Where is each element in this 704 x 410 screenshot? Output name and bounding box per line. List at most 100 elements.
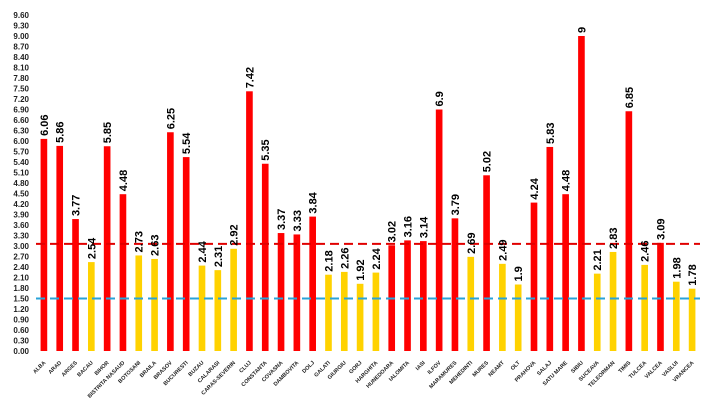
y-tick-label: 6.90 xyxy=(13,106,29,115)
data-label: 6.9 xyxy=(434,91,446,106)
y-tick-label: 2.40 xyxy=(13,263,29,272)
bar-sibiu xyxy=(578,36,585,351)
x-tick-label: IASI xyxy=(415,360,427,372)
y-tick-label: 0.30 xyxy=(13,337,29,346)
bar-salaj xyxy=(546,146,554,351)
data-label: 2.26 xyxy=(339,247,351,268)
x-tick-label: BACAU xyxy=(76,360,94,378)
data-label: 1.98 xyxy=(671,257,683,278)
bar-mehedinti xyxy=(467,256,475,351)
bar-botosani xyxy=(135,255,143,351)
y-tick-label: 6.00 xyxy=(13,137,29,146)
data-label: 3.79 xyxy=(450,194,462,215)
bar-suceava xyxy=(593,273,601,351)
bar-prahova xyxy=(530,202,538,351)
y-tick-label: 1.50 xyxy=(13,295,29,304)
bar-buzau xyxy=(198,265,206,351)
data-label: 2.46 xyxy=(640,240,652,261)
y-tick-label: 8.10 xyxy=(13,64,29,73)
data-label: 2.63 xyxy=(150,235,162,256)
data-label: 4.24 xyxy=(529,177,541,199)
data-label: 3.14 xyxy=(418,216,430,238)
x-tick-label: VALCEA xyxy=(644,360,664,380)
data-label: 2.44 xyxy=(197,240,209,262)
bar-galati xyxy=(325,274,332,351)
bar-bacau xyxy=(88,262,95,351)
data-label: 5.02 xyxy=(482,151,494,172)
y-tick-label: 6.60 xyxy=(13,116,29,125)
bar-giurgiu xyxy=(340,271,348,351)
bar-arges xyxy=(72,219,79,351)
data-label: 3.02 xyxy=(387,221,399,242)
y-tick-label: 5.10 xyxy=(13,169,29,178)
bar-mures xyxy=(483,175,490,351)
y-tick-label: 9.00 xyxy=(13,32,29,41)
y-tick-label: 8.40 xyxy=(13,53,29,62)
y-tick-label: 4.50 xyxy=(13,190,29,199)
bar-neamt xyxy=(499,263,506,351)
y-tick-label: 6.30 xyxy=(13,127,29,136)
data-label: 6.06 xyxy=(39,114,51,135)
data-label: 3.37 xyxy=(276,209,288,230)
data-label: 2.83 xyxy=(608,228,620,249)
y-tick-label: 9.60 xyxy=(13,11,29,20)
data-label: 2.49 xyxy=(497,239,509,260)
y-tick-label: 1.80 xyxy=(13,284,29,293)
bar-ialomita xyxy=(404,240,411,351)
data-label: 3.16 xyxy=(403,216,415,237)
data-label: 9 xyxy=(576,27,588,33)
x-tick-label: MURES xyxy=(472,360,491,379)
data-label: 2.69 xyxy=(466,232,478,253)
data-label: 2.54 xyxy=(86,237,98,259)
y-tick-label: 2.10 xyxy=(13,274,29,283)
bar-brasov xyxy=(167,132,174,351)
y-tick-label: 3.60 xyxy=(13,221,29,230)
bar-bihor xyxy=(103,146,111,351)
data-label: 7.42 xyxy=(244,67,256,88)
bar-olt xyxy=(514,284,522,351)
y-tick-label: 9.30 xyxy=(13,22,29,31)
bar-dambovita xyxy=(293,234,301,351)
data-label: 1.9 xyxy=(513,266,525,281)
x-tick-label: NEAMT xyxy=(488,360,507,379)
bar-valcea xyxy=(657,242,664,351)
data-label: 5.35 xyxy=(260,139,272,160)
y-tick-label: 7.20 xyxy=(13,95,29,104)
bar-tulcea xyxy=(641,264,648,351)
y-tick-label: 3.30 xyxy=(13,232,29,241)
data-label: 3.84 xyxy=(308,191,320,213)
data-label: 4.48 xyxy=(561,170,573,191)
data-label: 3.33 xyxy=(292,210,304,231)
data-label: 3.77 xyxy=(71,195,83,216)
data-label: 2.21 xyxy=(592,249,604,270)
bar-vrancea xyxy=(688,288,696,351)
data-label: 6.85 xyxy=(624,87,636,108)
x-tick-label: CLUJ xyxy=(238,360,252,374)
y-tick-label: 7.50 xyxy=(13,85,29,94)
bar-alba xyxy=(40,138,48,351)
data-label: 1.92 xyxy=(355,259,367,280)
y-tick-label: 4.20 xyxy=(13,200,29,209)
data-label: 5.85 xyxy=(102,122,114,143)
bar-arad xyxy=(56,145,64,351)
y-tick-label: 8.70 xyxy=(13,43,29,52)
x-tick-label: OLT xyxy=(510,360,522,372)
bar-teleorman xyxy=(609,251,617,351)
bar-calarasi xyxy=(214,270,222,351)
bar-bistrita-nasaud xyxy=(119,194,127,351)
data-label: 5.54 xyxy=(181,132,193,154)
data-label: 2.31 xyxy=(213,246,225,267)
bar-ilfov xyxy=(435,109,443,351)
x-tick-label: ALBA xyxy=(32,360,47,375)
data-label: 1.78 xyxy=(687,264,699,285)
bar-caras-severin xyxy=(230,248,237,351)
bar-cluj xyxy=(246,91,253,352)
bar-constanta xyxy=(261,163,269,351)
data-label: 4.48 xyxy=(118,170,130,191)
data-label: 2.73 xyxy=(134,231,146,252)
y-tick-label: 7.80 xyxy=(13,74,29,83)
y-tick-label: 4.80 xyxy=(13,179,29,188)
y-axis-ticks: 0.000.30 0.600.90 1.201.50 1.802.10 2.402.70… xyxy=(13,11,29,356)
